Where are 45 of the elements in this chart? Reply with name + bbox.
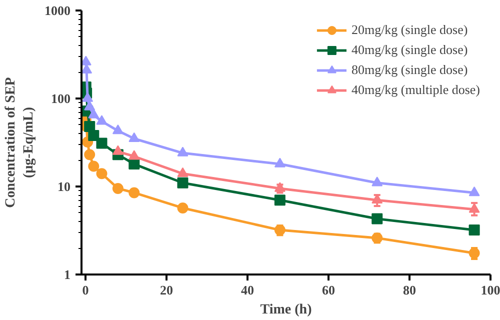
x-tick-label: 100	[480, 282, 500, 298]
point	[88, 108, 100, 118]
legend-label: 40mg/kg (single dose)	[351, 42, 468, 58]
point	[128, 150, 140, 160]
point	[274, 158, 286, 168]
x-tick-label: 40	[241, 282, 254, 298]
point	[274, 194, 286, 206]
y-tick-label: 100	[51, 91, 70, 106]
y-tick-label: 1000	[44, 3, 70, 18]
y-tick-label: 10	[58, 179, 70, 194]
point	[84, 100, 96, 110]
point	[96, 138, 108, 149]
point	[468, 186, 480, 196]
point	[84, 149, 96, 160]
point	[372, 213, 383, 224]
x-tick-label: 0	[82, 282, 89, 298]
x-tick-label: 60	[322, 282, 336, 298]
point	[177, 202, 188, 214]
point	[372, 176, 383, 186]
point	[112, 145, 124, 155]
point	[96, 168, 108, 180]
point	[88, 130, 100, 141]
point	[468, 203, 480, 213]
legend-label: 80mg/kg (single dose)	[351, 62, 468, 78]
legend-label: 40mg/kg (multiple dose)	[351, 82, 480, 98]
y-tick-label: 1	[64, 267, 70, 282]
point	[88, 160, 100, 172]
point	[128, 132, 140, 142]
point	[112, 124, 124, 134]
point	[177, 177, 188, 188]
point	[128, 187, 140, 198]
point	[82, 56, 92, 66]
x-tick-label: 80	[403, 282, 416, 298]
x-tick-label: 20	[160, 282, 174, 298]
point	[82, 92, 94, 102]
point	[372, 194, 383, 204]
y-axis-title: Concentration of SEP (µg-Eq/mL)	[4, 76, 36, 208]
point	[177, 167, 188, 178]
point	[96, 115, 108, 125]
point	[112, 182, 124, 194]
point	[177, 146, 188, 156]
point	[468, 224, 480, 236]
legend-label: 20mg/kg (single dose)	[351, 22, 468, 38]
x-axis-title: Time (h)	[260, 302, 312, 318]
point	[82, 64, 92, 74]
